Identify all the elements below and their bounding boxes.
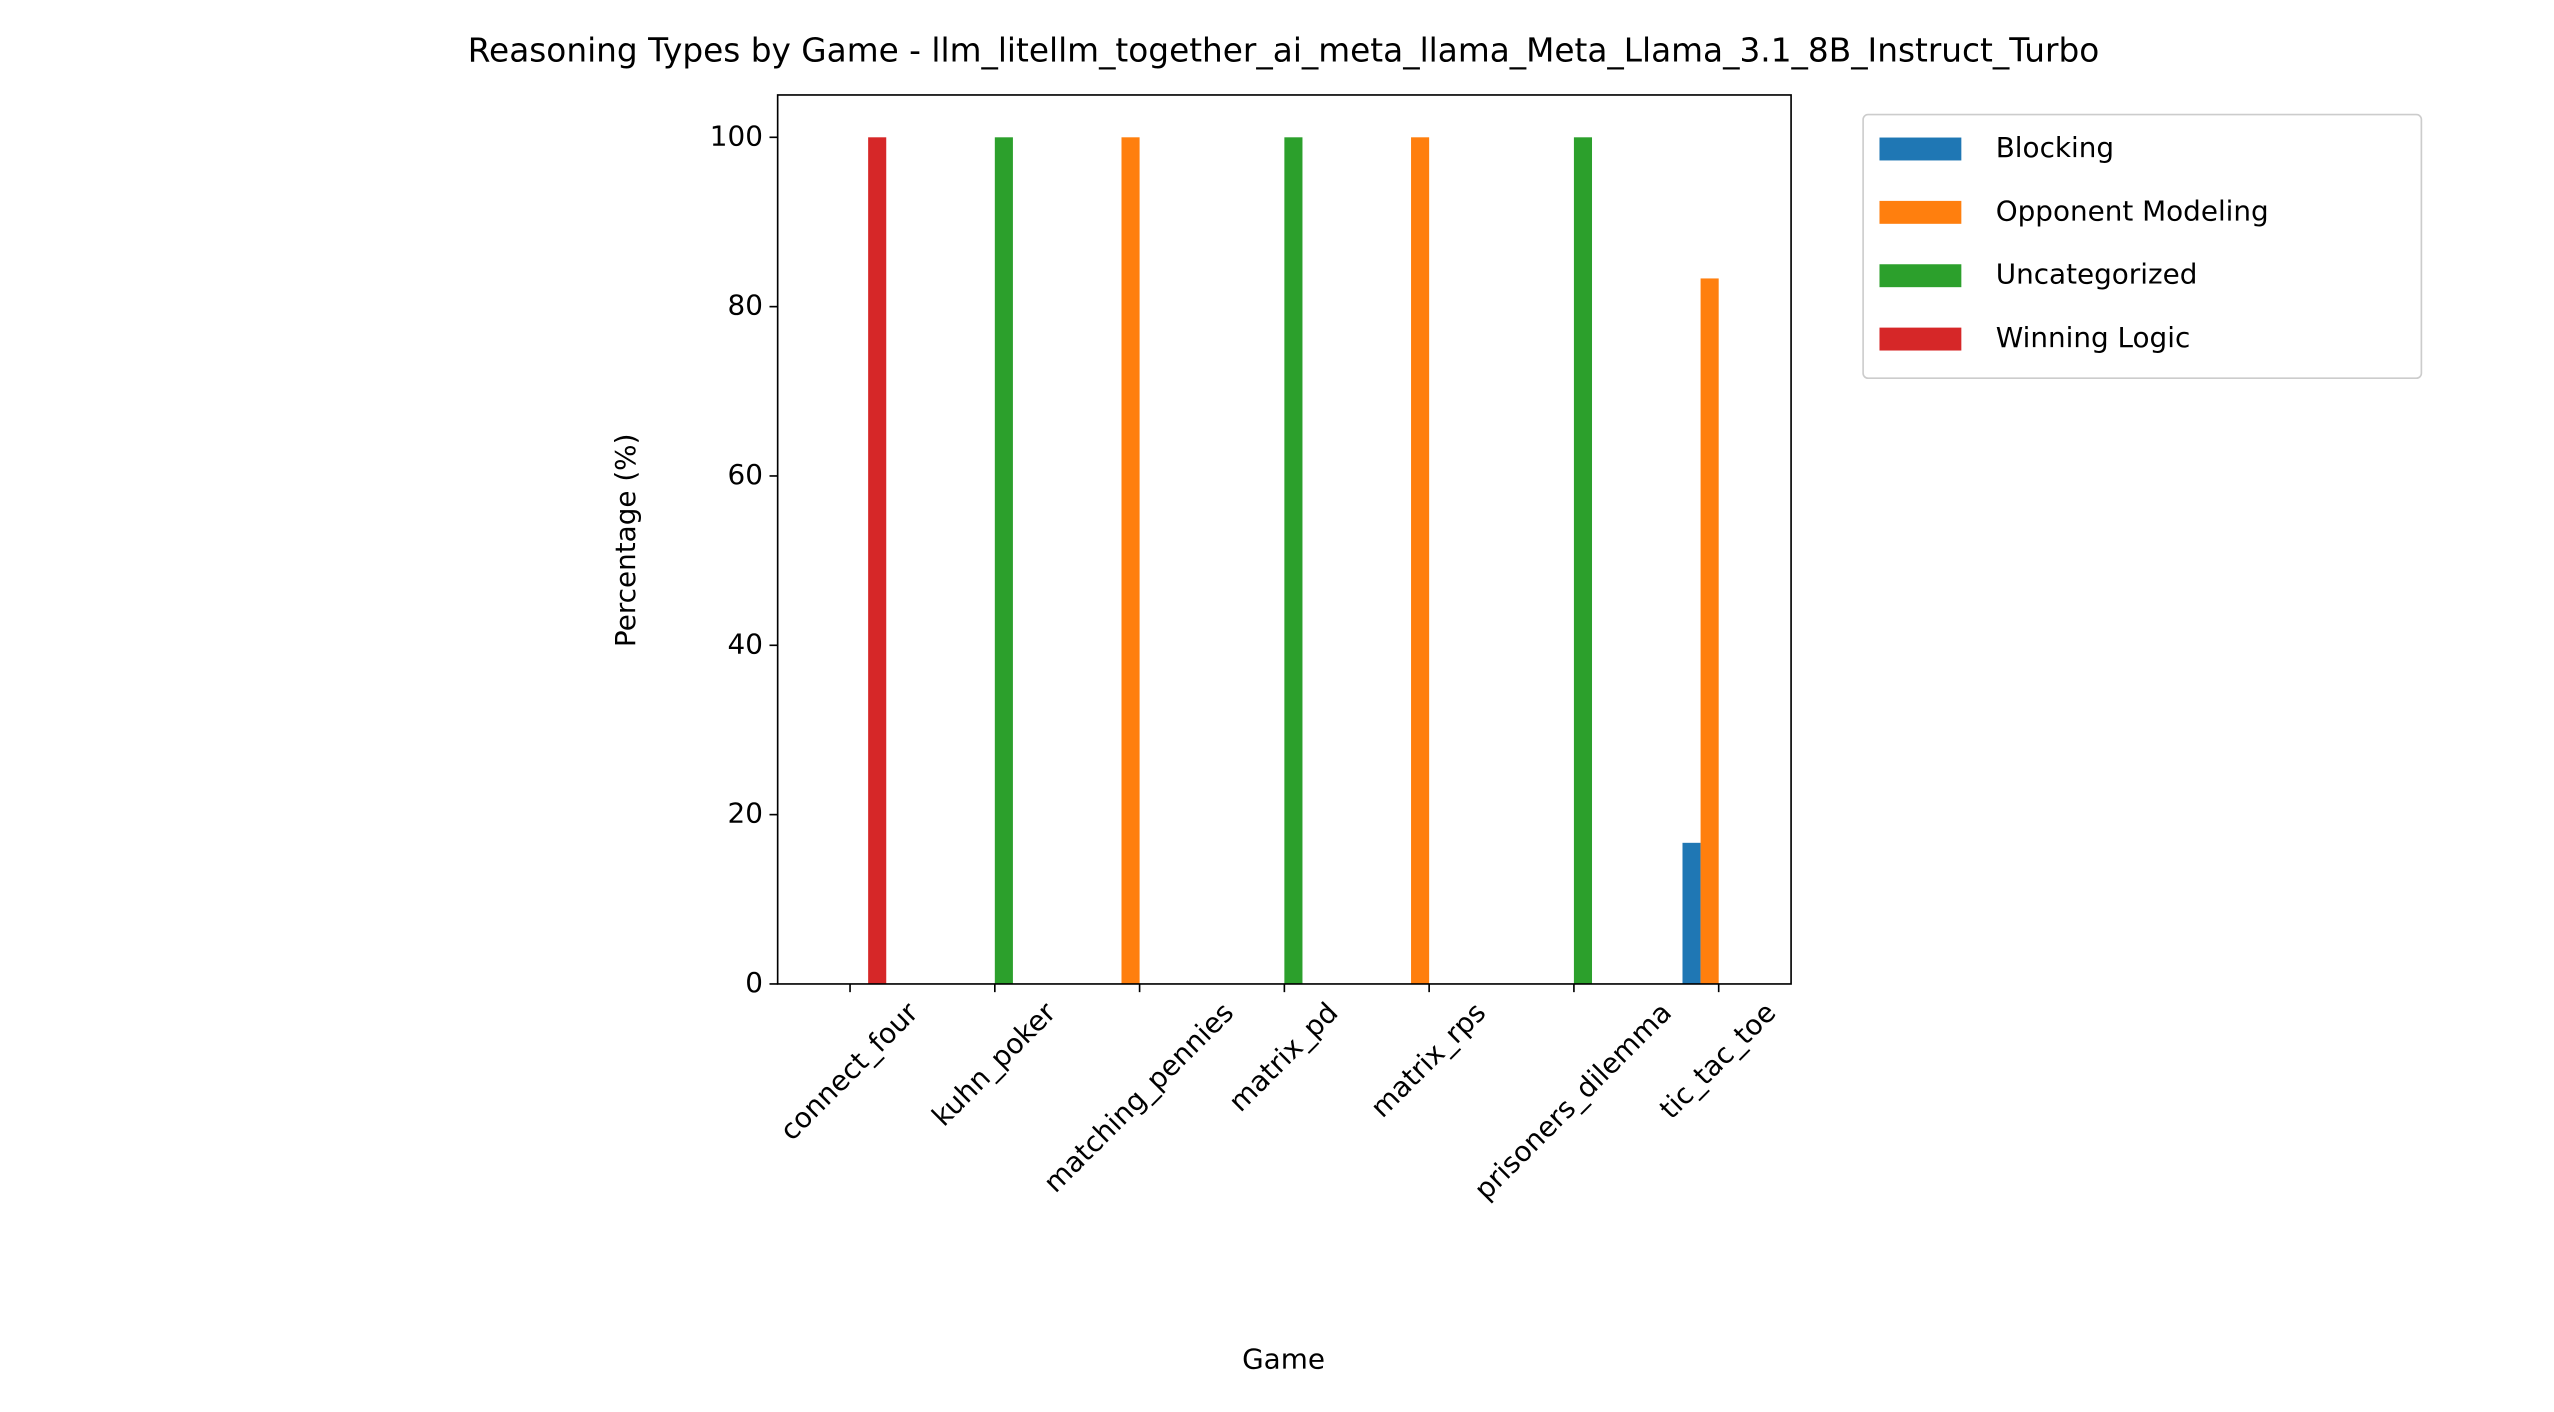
- legend-label: Uncategorized: [1996, 258, 2198, 291]
- chart-title: Reasoning Types by Game - llm_litellm_to…: [468, 31, 2100, 69]
- legend-swatch: [1879, 327, 1962, 351]
- bar: [1573, 137, 1593, 984]
- y-tick-label: 0: [745, 966, 763, 999]
- legend-box: [1862, 113, 2423, 380]
- x-tick-label: matrix_rps: [1364, 996, 1492, 1124]
- y-tick-label: 40: [728, 627, 763, 660]
- bar: [1284, 137, 1303, 984]
- x-tick-label: matrix_pd: [1222, 996, 1344, 1118]
- legend-label: Winning Logic: [1996, 321, 2191, 354]
- bar: [868, 137, 887, 984]
- bar: [1121, 137, 1140, 984]
- x-tick-label: prisoners_dilemma: [1468, 996, 1678, 1206]
- legend-label: Blocking: [1996, 131, 2114, 164]
- legend-swatch: [1879, 137, 1962, 161]
- legend-label: Opponent Modeling: [1996, 194, 2269, 227]
- x-tick-label: connect_four: [773, 995, 925, 1147]
- bar: [1411, 137, 1430, 984]
- x-tick-label: matching_pennies: [1037, 996, 1240, 1199]
- legend-swatch: [1879, 264, 1962, 288]
- x-axis-label: Game: [1242, 1343, 1325, 1376]
- legend-swatch: [1879, 200, 1962, 224]
- y-tick-label: 20: [728, 797, 763, 830]
- x-tick-label: kuhn_poker: [925, 995, 1062, 1132]
- bar: [1700, 278, 1719, 984]
- bar: [1682, 842, 1701, 984]
- plot-frame: [776, 94, 1792, 985]
- y-tick-label: 80: [728, 289, 763, 322]
- y-tick-label: 60: [728, 458, 763, 491]
- y-axis-label: Percentage (%): [609, 434, 642, 648]
- bar: [994, 137, 1013, 984]
- y-tick-label: 100: [710, 119, 763, 152]
